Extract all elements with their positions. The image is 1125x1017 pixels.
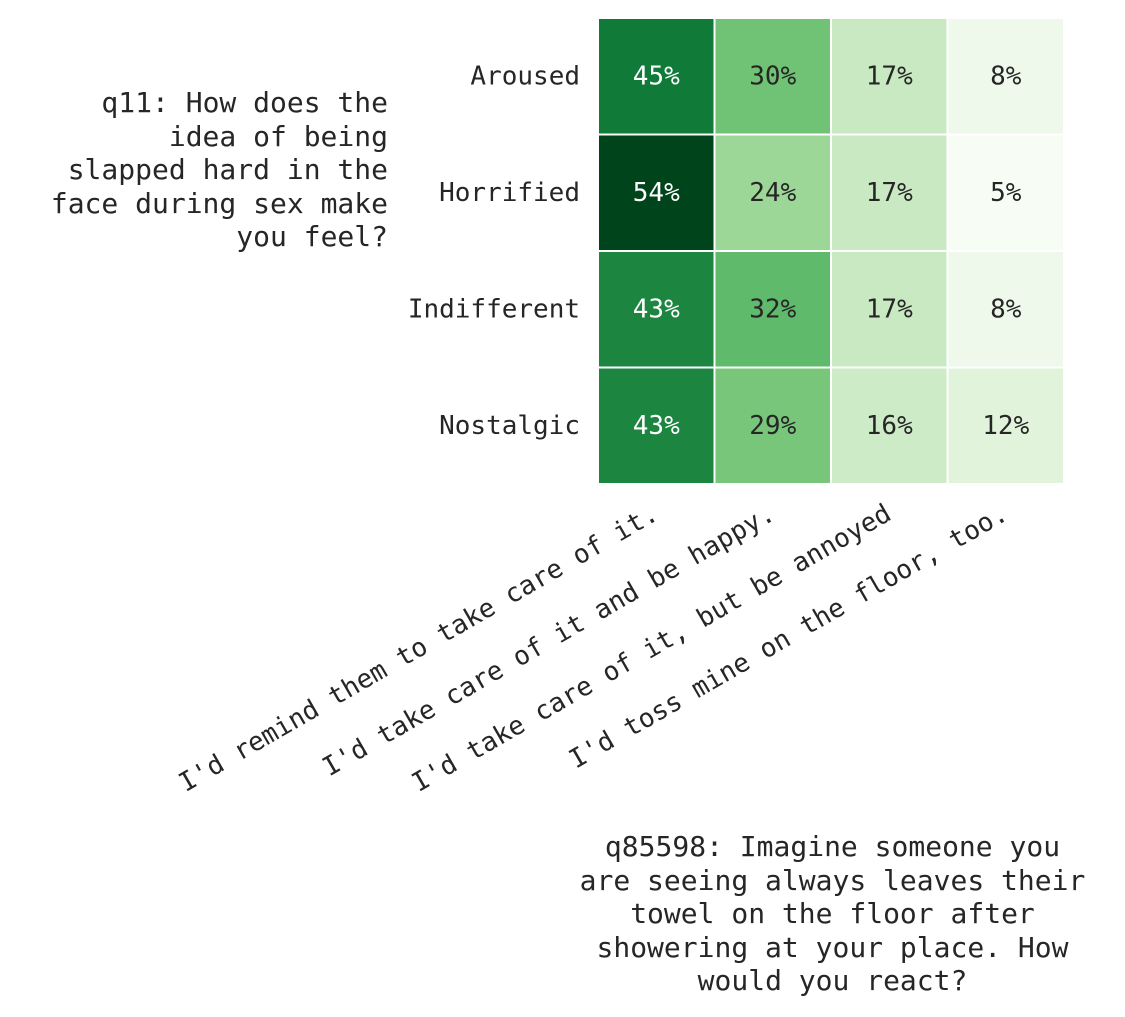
heatmap-cell-labels: 45% 30% 17% 8% 54% 24% 17% 5% 43% 32% 17% 8% 43% 29% 1… [633, 61, 1030, 441]
cell-value-label-r2-c0: 43% [633, 294, 680, 324]
heatmap-cells [597, 17, 1065, 485]
cell-value-label-r3-c2: 16% [866, 411, 913, 441]
y-tick-labels: Aroused Horrified Indifferent Nostalgic [408, 61, 580, 441]
y-tick-label-1: Horrified [439, 178, 580, 208]
cell-value-label-r1-c3: 5% [990, 178, 1022, 208]
heatmap-cell-r0-c3 [946, 17, 1065, 136]
cell-value-label-r1-c1: 24% [749, 178, 796, 208]
cell-value-label-r0-c0: 45% [633, 61, 680, 91]
cell-value-label-r2-c2: 17% [866, 294, 913, 324]
heatmap-cell-r0-c2 [830, 17, 949, 136]
cell-value-label-r3-c1: 29% [749, 411, 796, 441]
cell-value-label-r0-c1: 30% [749, 61, 796, 91]
heatmap-cell-r1-c1 [713, 133, 832, 252]
cell-value-label-r2-c3: 8% [990, 294, 1022, 324]
cell-value-label-r1-c2: 17% [866, 178, 913, 208]
cell-value-label-r0-c3: 8% [990, 61, 1022, 91]
y-axis-label: q11: How does the idea of being slapped … [50, 86, 388, 253]
heatmap-cell-r3-c3 [946, 366, 1065, 485]
heatmap-cell-r3-c1 [713, 366, 832, 485]
heatmap-cell-r3-c0 [597, 366, 716, 485]
cell-value-label-r3-c3: 12% [982, 411, 1029, 441]
heatmap-cell-r0-c1 [713, 17, 832, 136]
cell-value-label-r0-c2: 17% [866, 61, 913, 91]
x-axis-label: q85598: Imagine someone you are seeing a… [579, 830, 1086, 997]
x-tick-label-1: I'd take care of it and be happy. [318, 499, 780, 783]
y-tick-label-3: Nostalgic [439, 411, 580, 441]
cell-value-label-r3-c0: 43% [633, 411, 680, 441]
y-tick-label-2: Indifferent [408, 294, 580, 324]
heatmap-cell-r2-c1 [713, 250, 832, 369]
x-tick-labels: I'd remind them to take care of it.I'd t… [174, 499, 1013, 799]
heatmap-cell-r1-c3 [946, 133, 1065, 252]
x-tick-label-2: I'd take care of it, but be annoyed [407, 499, 896, 799]
cell-value-label-r2-c1: 32% [749, 294, 796, 324]
heatmap-cell-r2-c3 [946, 250, 1065, 369]
heatmap-cell-r0-c0 [597, 17, 716, 136]
y-tick-label-0: Aroused [470, 61, 580, 91]
cell-value-label-r1-c0: 54% [633, 178, 680, 208]
